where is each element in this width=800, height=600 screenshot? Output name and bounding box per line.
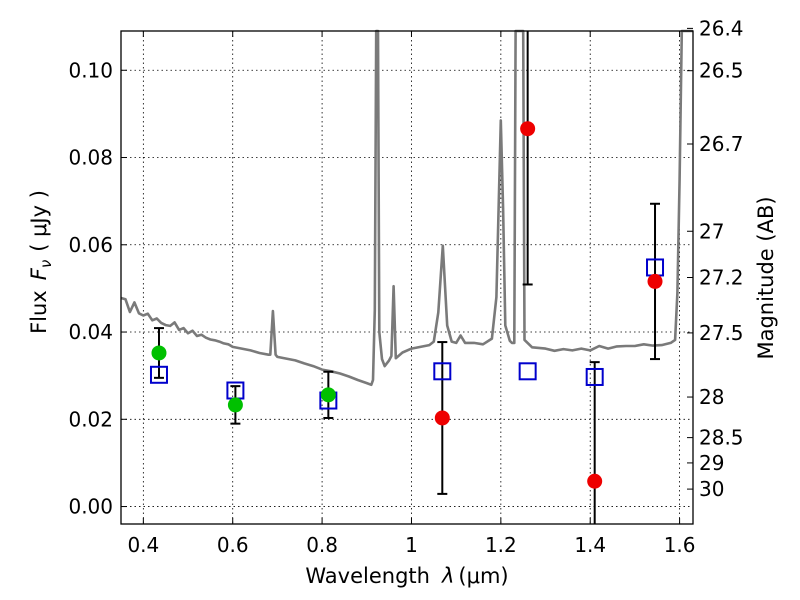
right-tick-label: 26.5 — [699, 59, 744, 83]
right-tick-label: 28.5 — [699, 426, 744, 450]
data-point — [520, 121, 536, 137]
y-tick-label: 0.06 — [68, 233, 113, 257]
y-axis: 0.00 0.02 0.04 0.06 0.08 0.10 — [68, 58, 127, 519]
data-point — [151, 345, 167, 361]
x-tick-label: 1.2 — [485, 533, 517, 557]
right-tick-label: 27 — [699, 219, 724, 243]
model-point — [149, 365, 168, 384]
model-point — [518, 362, 537, 381]
data-point — [320, 387, 336, 403]
data-point — [587, 473, 603, 489]
plot-background — [121, 31, 693, 524]
right-tick-label: 26.7 — [699, 132, 744, 156]
right-tick-label: 27.2 — [699, 266, 744, 290]
right-tick-label: 26.4 — [699, 16, 744, 40]
x-axis-label: Wavelength λ (μm) — [305, 564, 508, 588]
spectrum-layer — [120, 29, 693, 387]
y-tick-label: 0.00 — [68, 495, 113, 519]
marker-layer — [149, 31, 665, 524]
right-tick-label: 28 — [699, 385, 724, 409]
x-tick-label: 1.4 — [574, 533, 606, 557]
y-tick-label: 0.02 — [68, 407, 113, 431]
y-tick-label: 0.10 — [68, 58, 113, 82]
right-tick-label: 29 — [699, 451, 724, 475]
right-axis-label: Magnitude (AB) — [754, 196, 778, 359]
model-point — [585, 367, 604, 386]
grid — [121, 31, 693, 524]
y-axis-label: FluxFν( μJy ) — [27, 190, 55, 334]
spectrum-line — [120, 29, 693, 387]
x-tick-label: 0.4 — [127, 533, 159, 557]
y-tick-label: 0.08 — [68, 146, 113, 170]
data-point — [647, 273, 663, 289]
x-tick-label: 1 — [405, 533, 418, 557]
right-tick-label: 27.5 — [699, 321, 744, 345]
x-axis: 0.4 0.6 0.8 1 1.2 1.4 1.6 — [127, 31, 696, 557]
x-tick-label: 0.8 — [306, 533, 338, 557]
y-tick-label: 0.04 — [68, 320, 113, 344]
model-point — [433, 362, 452, 381]
data-point — [434, 410, 450, 426]
right-tick-label: 30 — [699, 477, 724, 501]
data-point — [227, 397, 243, 413]
x-tick-label: 0.6 — [217, 533, 249, 557]
x-tick-label: 1.6 — [664, 533, 696, 557]
